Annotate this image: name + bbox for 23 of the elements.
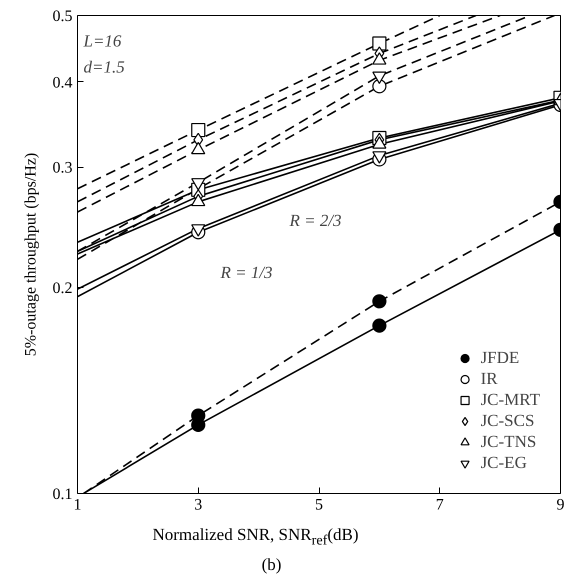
y-axis-title: 5%-outage throughput (bps/Hz) [22, 152, 40, 356]
legend-label: JC-MRT [480, 390, 540, 410]
legend-label: JFDE [480, 348, 520, 368]
legend-label: IR [480, 369, 499, 389]
legend-label: JC-EG [480, 453, 527, 473]
text: (b) [260, 555, 282, 576]
x-axis-title: Normalized SNR, SNR$_{ref}$(dB) [152, 525, 360, 550]
y-tick-label: 0.5 [52, 8, 72, 25]
y-tick-label: 0.1 [52, 486, 72, 503]
y-tick-label: 0.3 [52, 160, 72, 177]
x-tick-label: 9 [556, 496, 564, 514]
legend-label: JC-TNS [480, 432, 536, 452]
y-tick-label: 0.4 [52, 74, 72, 92]
legend-label: JC-SCS [480, 411, 534, 431]
x-tick-label: 1 [74, 496, 82, 514]
annotation: L=16 [82, 32, 122, 50]
x-tick-label: 5 [315, 496, 323, 514]
y-tick-label: 0.2 [52, 280, 72, 298]
x-tick-label: 7 [436, 496, 444, 514]
annotation: R = 2/3 [288, 211, 342, 230]
annotation: R = 1/3 [219, 263, 273, 282]
x-tick-label: 3 [194, 496, 202, 514]
annotation: d=1.5 [84, 58, 125, 76]
